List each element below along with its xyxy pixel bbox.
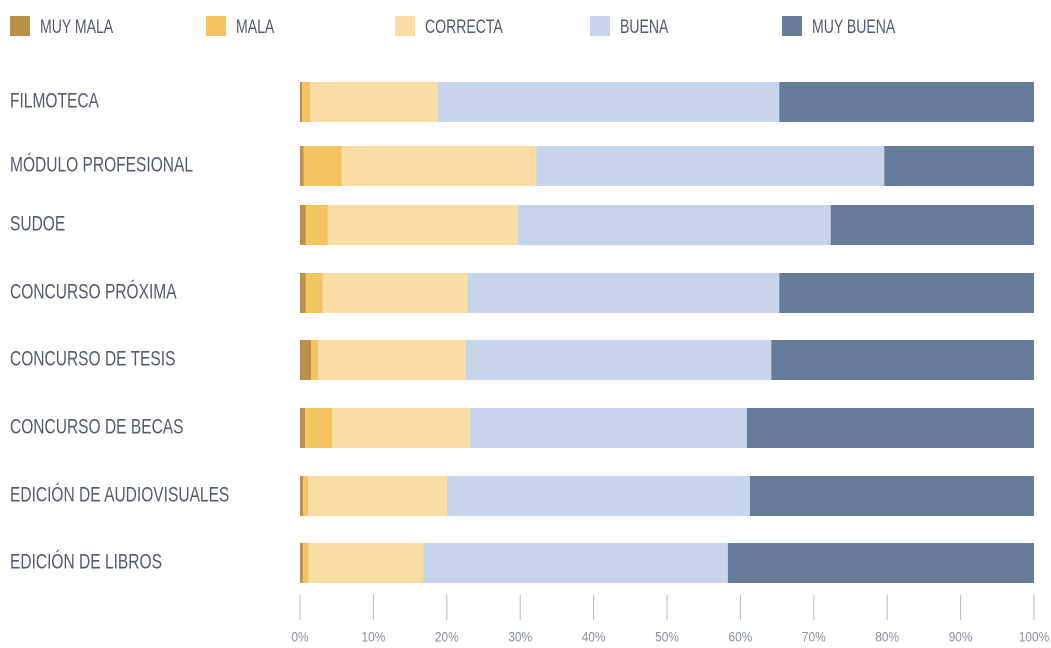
x-tick-label-group: 20% (435, 629, 459, 645)
bar-segment (779, 273, 1034, 313)
bar-segment (727, 543, 1034, 583)
bar-segment (300, 205, 306, 245)
bar-segment (300, 340, 312, 380)
x-tick-label: 80% (875, 629, 899, 645)
category-label: EDICIÓN DE LIBROS (10, 549, 162, 573)
legend-swatch (206, 16, 226, 36)
x-tick-label: 10% (361, 629, 385, 645)
bar-segment (311, 340, 319, 380)
category-label: CONCURSO DE TESIS (10, 346, 175, 370)
bar-segment (318, 340, 466, 380)
bar-segment (446, 476, 750, 516)
category-label: FILMOTECA (10, 88, 99, 112)
bar-segment (300, 273, 306, 313)
legend-swatch (782, 16, 802, 36)
x-tick-label: 100% (1019, 629, 1050, 645)
bar-segment (303, 146, 342, 186)
legend-label-group: MUY BUENA (812, 16, 896, 38)
x-tick-label: 30% (508, 629, 532, 645)
legend-label-group: MUY MALA (40, 16, 114, 38)
category-label-group: CONCURSO PRÓXIMA (10, 279, 177, 303)
bar-segment (308, 543, 424, 583)
bar-segment (302, 476, 309, 516)
x-tick-label: 90% (949, 629, 973, 645)
legend-label-group: BUENA (620, 16, 669, 38)
x-tick-label: 70% (802, 629, 826, 645)
bar-segment (308, 476, 447, 516)
bar-segment (423, 543, 728, 583)
category-label-group: MÓDULO PROFESIONAL (10, 152, 193, 176)
bar-segment (300, 82, 303, 122)
legend-label: MUY MALA (40, 16, 114, 38)
bar-segment (536, 146, 885, 186)
bar-segment (305, 408, 333, 448)
x-tick-label-group: 40% (582, 629, 606, 645)
bar-segment (310, 82, 438, 122)
legend-swatch (395, 16, 415, 36)
bar-segment (300, 543, 303, 583)
bar-segment (300, 408, 306, 448)
category-label-group: CONCURSO DE BECAS (10, 414, 184, 438)
legend-swatch (590, 16, 610, 36)
bar-segment (341, 146, 537, 186)
bar-segment (749, 476, 1034, 516)
category-label: MÓDULO PROFESIONAL (10, 152, 193, 176)
x-tick-label-group: 90% (949, 629, 973, 645)
category-label-group: FILMOTECA (10, 88, 99, 112)
category-label: CONCURSO DE BECAS (10, 414, 184, 438)
x-tick-label-group: 10% (361, 629, 385, 645)
x-tick-label: 40% (582, 629, 606, 645)
bar-segment (302, 82, 311, 122)
bar-segment (332, 408, 471, 448)
x-tick-label-group: 70% (802, 629, 826, 645)
category-label-group: EDICIÓN DE LIBROS (10, 549, 162, 573)
bar-segment (305, 273, 323, 313)
x-tick-label-group: 0% (291, 629, 309, 645)
bar-segment (322, 273, 468, 313)
bar-segment (300, 146, 304, 186)
legend-label-group: MALA (236, 16, 275, 38)
category-label-group: SUDOE (10, 211, 65, 235)
x-tick-label: 20% (435, 629, 459, 645)
legend-label: MALA (236, 16, 275, 38)
bar-segment (300, 476, 303, 516)
bar-segment (305, 205, 328, 245)
x-tick-label: 50% (655, 629, 679, 645)
x-tick-label: 0% (291, 629, 309, 645)
category-label: CONCURSO PRÓXIMA (10, 279, 177, 303)
bar-segment (302, 543, 309, 583)
legend-label: CORRECTA (425, 16, 504, 38)
x-tick-label-group: 80% (875, 629, 899, 645)
category-label: EDICIÓN DE AUDIOVISUALES (10, 482, 229, 506)
x-tick-label-group: 50% (655, 629, 679, 645)
bar-segment (517, 205, 831, 245)
legend-label: BUENA (620, 16, 669, 38)
legend-label: MUY BUENA (812, 16, 896, 38)
bar-segment (747, 408, 1034, 448)
bar-segment (465, 340, 772, 380)
legend-label-group: CORRECTA (425, 16, 504, 38)
category-label-group: EDICIÓN DE AUDIOVISUALES (10, 482, 229, 506)
bar-segment (779, 82, 1034, 122)
category-label-group: CONCURSO DE TESIS (10, 346, 175, 370)
bar-segment (771, 340, 1034, 380)
category-label: SUDOE (10, 211, 65, 235)
legend-swatch (10, 16, 30, 36)
x-tick-label: 60% (728, 629, 752, 645)
x-tick-label-group: 100% (1019, 629, 1050, 645)
x-tick-label-group: 60% (728, 629, 752, 645)
bar-segment (327, 205, 518, 245)
x-tick-label-group: 30% (508, 629, 532, 645)
bar-segment (830, 205, 1034, 245)
bar-segment (884, 146, 1034, 186)
bar-segment (437, 82, 780, 122)
bar-segment (467, 273, 780, 313)
bar-segment (470, 408, 748, 448)
